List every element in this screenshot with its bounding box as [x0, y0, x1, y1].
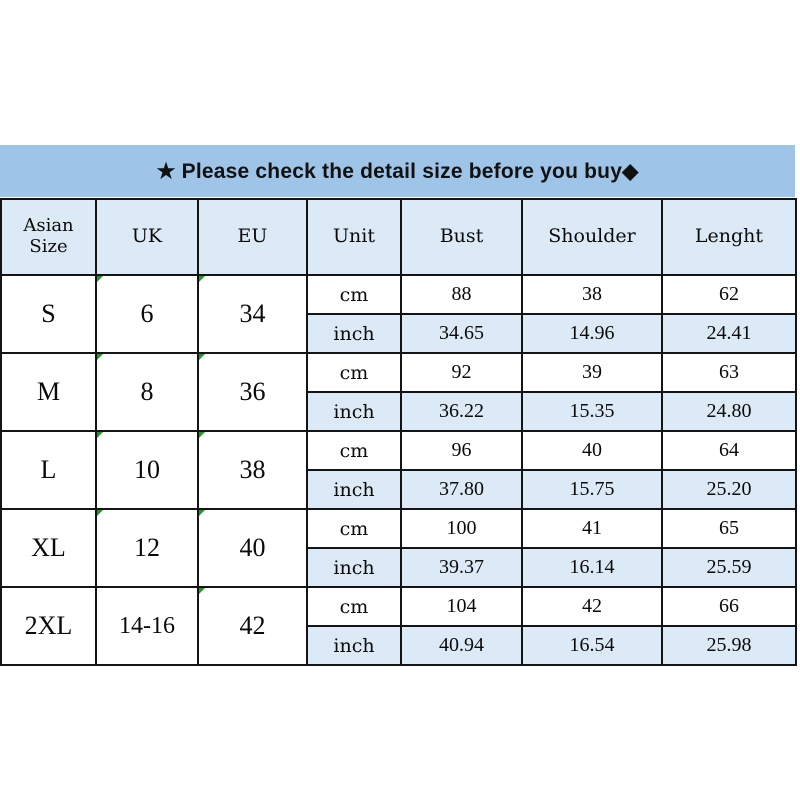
cell-shoulder-cm: 39 — [521, 352, 663, 393]
table-row: inch 34.65 14.96 24.41 — [1, 313, 797, 354]
cell-asian-size: M — [0, 352, 97, 432]
cell-bust-cm: 100 — [400, 508, 523, 549]
cell-eu: 36 — [197, 352, 308, 432]
table-row: inch 37.80 15.75 25.20 — [1, 469, 797, 510]
cell-eu: 40 — [197, 508, 308, 588]
table-row: S 6 34 cm 88 38 62 — [0, 274, 797, 354]
comment-marker-icon — [199, 432, 205, 438]
cell-unit-cm: cm — [306, 274, 402, 315]
cell-lenght-cm: 62 — [661, 274, 797, 315]
cell-bust-inch: 34.65 — [400, 313, 523, 354]
cell-lenght-inch: 25.20 — [661, 469, 797, 510]
cell-bust-inch: 40.94 — [400, 625, 523, 666]
cell-asian-size: L — [0, 430, 97, 510]
cell-shoulder-cm: 41 — [521, 508, 663, 549]
notice-banner-text: ★ Please check the detail size before yo… — [156, 159, 639, 183]
notice-banner: ★ Please check the detail size before yo… — [0, 145, 795, 197]
comment-marker-icon — [97, 354, 103, 360]
table-row: M 8 36 cm 92 39 63 — [0, 352, 797, 432]
header-eu: EU — [197, 198, 308, 276]
cell-unit-cm: cm — [306, 586, 402, 627]
cell-shoulder-inch: 15.75 — [521, 469, 663, 510]
cell-asian-size: S — [0, 274, 97, 354]
table-header-row: Asian Size UK EU Unit Bust Shoulder Leng… — [0, 198, 797, 276]
cell-unit-inch: inch — [306, 547, 402, 588]
header-asian-size: Asian Size — [0, 198, 97, 276]
cell-lenght-inch: 25.98 — [661, 625, 797, 666]
cell-uk: 6 — [95, 274, 199, 354]
comment-marker-icon — [97, 432, 103, 438]
cell-eu: 34 — [197, 274, 308, 354]
cell-bust-inch: 37.80 — [400, 469, 523, 510]
cell-lenght-inch: 24.41 — [661, 313, 797, 354]
cell-unit-cm: cm — [306, 430, 402, 471]
cell-lenght-inch: 25.59 — [661, 547, 797, 588]
cell-lenght-cm: 64 — [661, 430, 797, 471]
cell-uk: 12 — [95, 508, 199, 588]
cell-lenght-cm: 63 — [661, 352, 797, 393]
comment-marker-icon — [199, 510, 205, 516]
cell-eu: 42 — [197, 586, 308, 666]
cell-shoulder-cm: 38 — [521, 274, 663, 315]
cell-unit-inch: inch — [306, 391, 402, 432]
cell-bust-inch: 39.37 — [400, 547, 523, 588]
comment-marker-icon — [199, 588, 205, 594]
header-bust: Bust — [400, 198, 523, 276]
cell-uk: 10 — [95, 430, 199, 510]
cell-bust-inch: 36.22 — [400, 391, 523, 432]
cell-shoulder-inch: 14.96 — [521, 313, 663, 354]
header-unit: Unit — [306, 198, 402, 276]
cell-asian-size: XL — [0, 508, 97, 588]
cell-shoulder-inch: 16.54 — [521, 625, 663, 666]
header-asian-size-line1: Asian — [23, 215, 74, 237]
table-row: inch 39.37 16.14 25.59 — [1, 547, 797, 588]
table-row: inch 40.94 16.54 25.98 — [1, 625, 797, 666]
cell-bust-cm: 104 — [400, 586, 523, 627]
cell-unit-inch: inch — [306, 469, 402, 510]
cell-lenght-cm: 65 — [661, 508, 797, 549]
cell-uk: 14-16 — [95, 586, 199, 666]
cell-eu: 38 — [197, 430, 308, 510]
table-row: L 10 38 cm 96 40 64 — [0, 430, 797, 510]
cell-unit-inch: inch — [306, 625, 402, 666]
cell-lenght-inch: 24.80 — [661, 391, 797, 432]
header-lenght: Lenght — [661, 198, 797, 276]
table-row: inch 36.22 15.35 24.80 — [1, 391, 797, 432]
comment-marker-icon — [97, 276, 103, 282]
size-chart-table: Asian Size UK EU Unit Bust Shoulder Leng… — [0, 198, 797, 666]
cell-unit-cm: cm — [306, 352, 402, 393]
cell-bust-cm: 96 — [400, 430, 523, 471]
cell-unit-inch: inch — [306, 313, 402, 354]
cell-asian-size: 2XL — [0, 586, 97, 666]
cell-shoulder-inch: 15.35 — [521, 391, 663, 432]
comment-marker-icon — [199, 354, 205, 360]
header-asian-size-line2: Size — [29, 236, 68, 257]
cell-shoulder-cm: 40 — [521, 430, 663, 471]
cell-bust-cm: 92 — [400, 352, 523, 393]
table-row: XL 12 40 cm 100 41 65 — [0, 508, 797, 588]
cell-unit-cm: cm — [306, 508, 402, 549]
cell-shoulder-inch: 16.14 — [521, 547, 663, 588]
header-shoulder: Shoulder — [521, 198, 663, 276]
cell-shoulder-cm: 42 — [521, 586, 663, 627]
comment-marker-icon — [199, 276, 205, 282]
cell-lenght-cm: 66 — [661, 586, 797, 627]
cell-uk: 8 — [95, 352, 199, 432]
header-uk: UK — [95, 198, 199, 276]
table-row: 2XL 14-16 42 cm 104 42 66 — [0, 586, 797, 666]
cell-bust-cm: 88 — [400, 274, 523, 315]
comment-marker-icon — [97, 510, 103, 516]
